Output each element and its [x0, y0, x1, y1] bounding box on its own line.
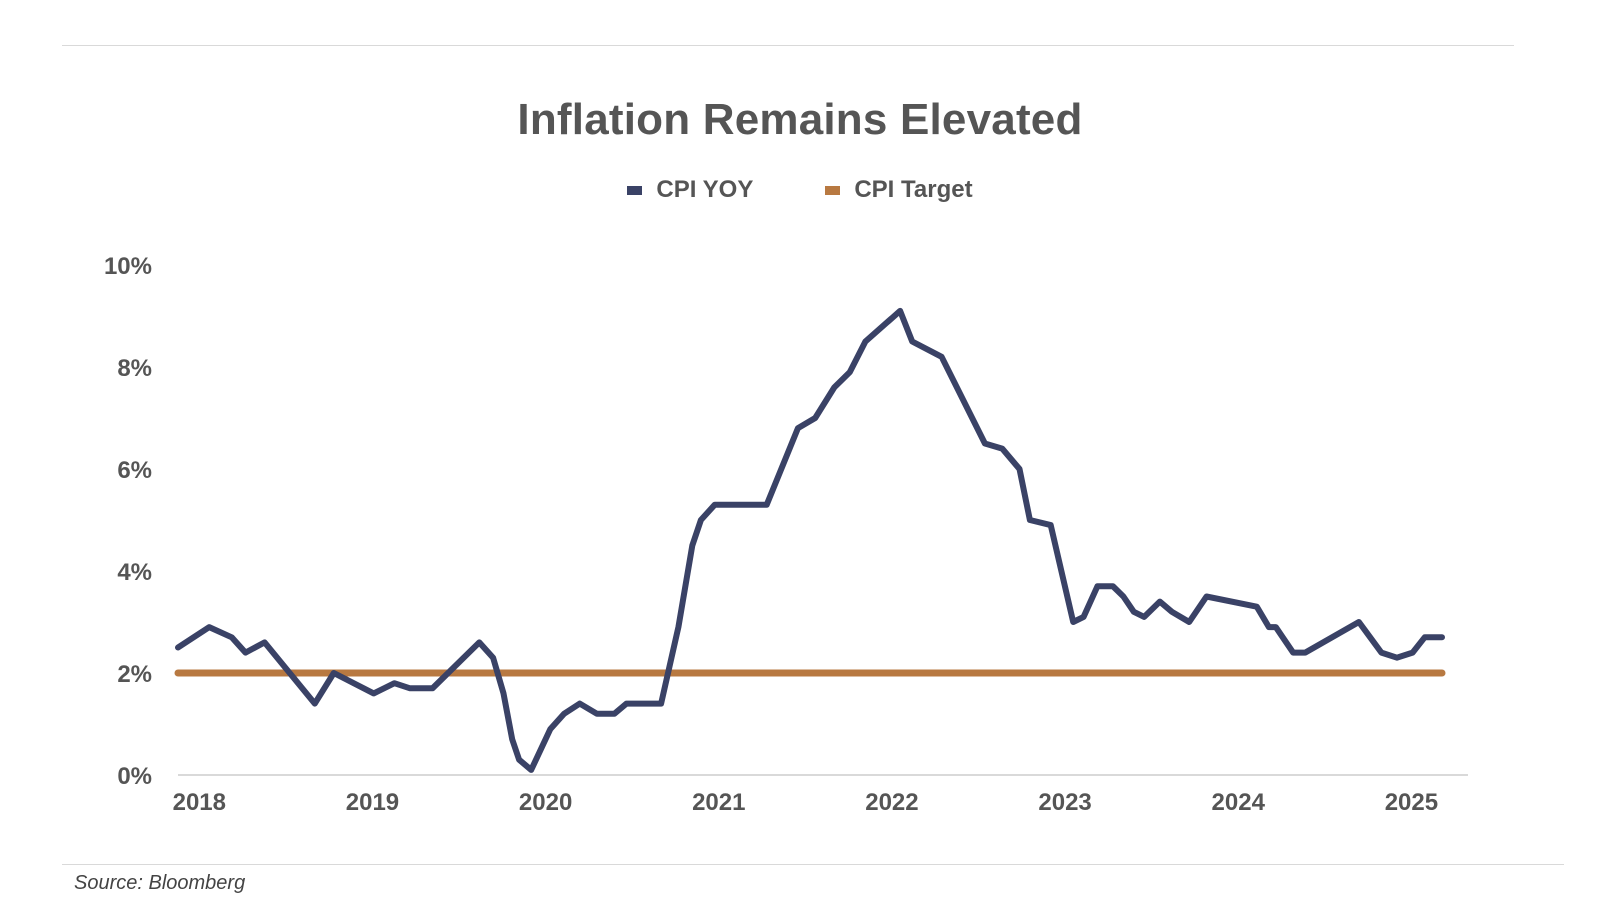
x-tick-label: 2018: [173, 789, 226, 816]
legend-item-cpi-target: CPI Target: [825, 176, 973, 204]
chart-title: Inflation Remains Elevated: [517, 95, 1083, 144]
y-tick-label: 2%: [117, 661, 152, 688]
series-line-cpi-yoy: [175, 307, 1445, 773]
x-tick-label: 2024: [1212, 789, 1266, 816]
x-tick-label: 2023: [1038, 789, 1091, 816]
top-divider: [62, 45, 1514, 46]
legend-item-cpi-yoy: CPI YOY: [627, 176, 753, 204]
legend-label-cpi-target: CPI Target: [854, 176, 973, 203]
x-tick-label: 2020: [519, 789, 572, 816]
source-note: Source: Bloomberg: [74, 872, 246, 894]
x-tick-label: 2021: [692, 789, 745, 816]
legend-swatch-cpi-yoy: [627, 185, 643, 195]
bottom-divider: [62, 864, 1564, 865]
y-tick-label: 8%: [117, 355, 152, 382]
y-tick-label: 4%: [117, 559, 152, 586]
legend-swatch-cpi-target: [825, 185, 841, 195]
x-tick-label: 2025: [1385, 789, 1438, 816]
chart-legend: CPI YOY CPI Target: [0, 176, 1600, 204]
y-tick-label: 10%: [104, 253, 152, 280]
y-tick-label: 0%: [117, 763, 152, 790]
x-tick-label: 2019: [346, 789, 399, 816]
x-tick-label: 2022: [865, 789, 918, 816]
legend-label-cpi-yoy: CPI YOY: [656, 176, 754, 203]
y-tick-label: 6%: [117, 457, 152, 484]
